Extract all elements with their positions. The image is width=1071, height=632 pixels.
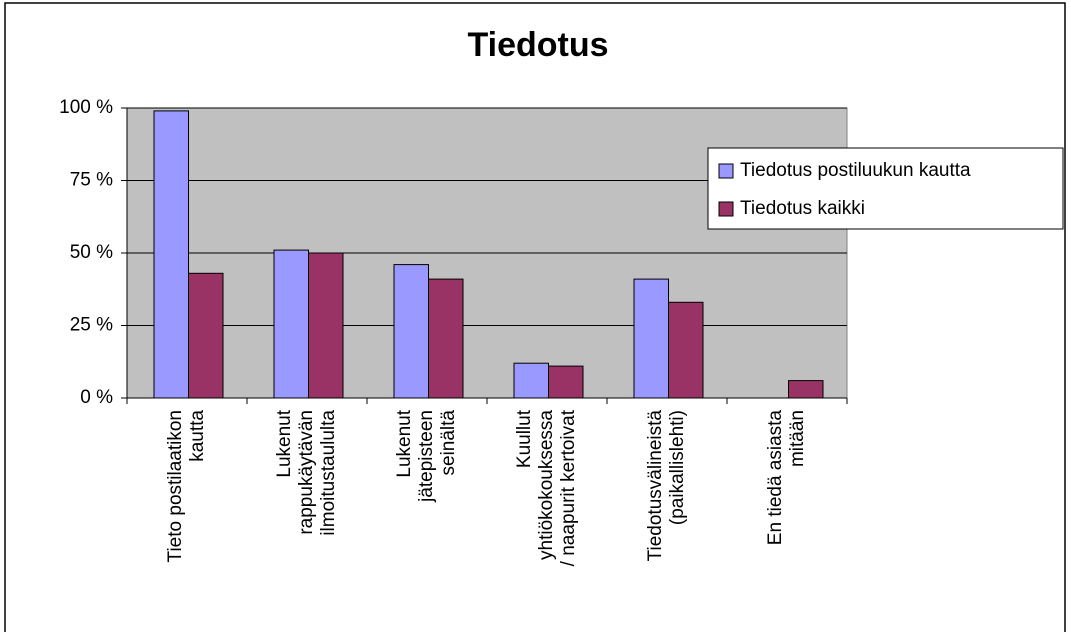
- y-tick-label: 25 %: [70, 315, 113, 336]
- bar: [308, 252, 344, 399]
- x-tick-label: ilmoitustaululta: [318, 410, 339, 536]
- x-tick-label: (paikallislehti): [667, 410, 688, 525]
- x-tick-label: / naapurit kertoivat: [558, 409, 579, 566]
- x-tick-label: yhtiökokouksessa: [536, 410, 557, 560]
- x-tick-label: En tiedä asiasta: [765, 410, 786, 546]
- x-tick-label: kautta: [187, 410, 208, 462]
- legend-swatch: [718, 201, 734, 217]
- y-tick-label: 50 %: [70, 242, 113, 263]
- x-tick-label: Tiedotusvälineistä: [645, 410, 666, 562]
- bar: [393, 264, 429, 399]
- x-tick-label: Tieto postilaatikon: [165, 410, 186, 562]
- x-tick-label: jätepisteen: [416, 410, 437, 503]
- legend-swatch: [718, 163, 734, 179]
- x-tick-label: Kuullut: [514, 409, 535, 468]
- legend: [707, 147, 1064, 230]
- bar: [428, 278, 464, 399]
- x-tick-label: mitään: [787, 410, 808, 467]
- x-tick-label: Lukenut: [274, 409, 295, 477]
- x-tick-label: Lukenut: [394, 409, 415, 477]
- y-tick-label: 100 %: [59, 97, 113, 118]
- bar: [513, 362, 549, 399]
- chart-title: Tiedotus: [467, 26, 608, 64]
- bar: [668, 301, 704, 399]
- bar: [273, 249, 309, 399]
- legend-label: Tiedotus kaikki: [740, 198, 865, 219]
- legend-label: Tiedotus postiluukun kautta: [740, 160, 971, 181]
- bar: [633, 278, 669, 399]
- y-tick-label: 0 %: [80, 387, 113, 408]
- x-tick-label: rappukäytävän: [296, 410, 317, 535]
- bar: [153, 110, 189, 399]
- bar: [548, 365, 584, 399]
- y-tick-label: 75 %: [70, 170, 113, 191]
- bar: [788, 380, 824, 399]
- bar: [188, 272, 224, 399]
- x-tick-label: seinältä: [438, 410, 459, 476]
